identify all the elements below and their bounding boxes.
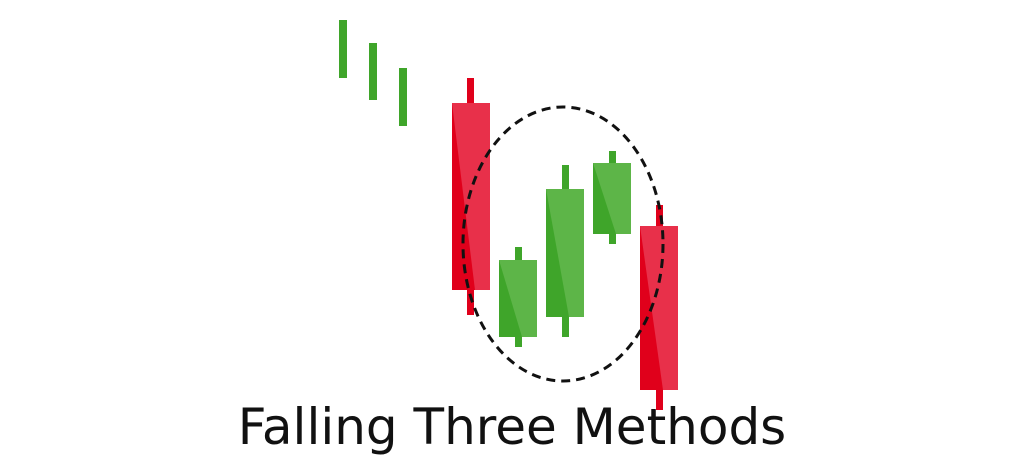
prior-downtrend: [339, 20, 407, 126]
small-candle: [399, 68, 407, 126]
small-candle: [339, 20, 347, 78]
highlight-ellipse: [461, 105, 665, 383]
small-candle: [369, 43, 377, 100]
green-candle: [593, 151, 631, 244]
red-candle-last: [640, 205, 678, 410]
green-candle: [546, 165, 584, 337]
green-candle: [499, 247, 537, 347]
title: Falling Three Methods: [238, 398, 787, 456]
red-candle-first: [452, 78, 490, 315]
